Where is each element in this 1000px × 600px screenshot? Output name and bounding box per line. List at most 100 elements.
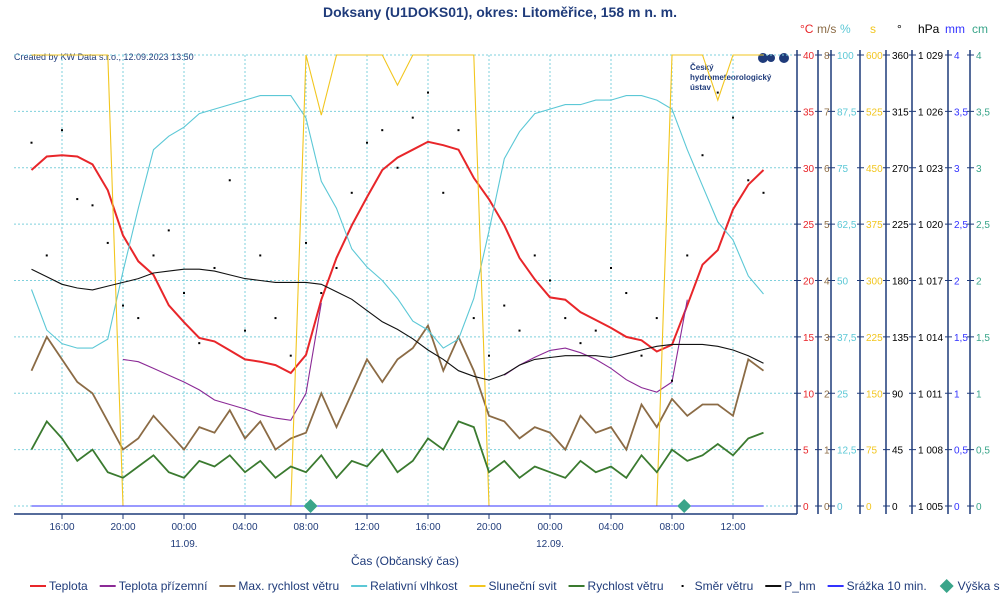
chart-title: Doksany (U1DOKS01), okres: Litoměřice, 1…: [323, 4, 677, 20]
wind-direction-point: [167, 229, 170, 232]
svg-text:ústav: ústav: [690, 83, 711, 92]
wind-direction-point: [137, 317, 140, 320]
y-tick-label: 1 005: [918, 502, 943, 513]
y-tick-label: 1 014: [918, 333, 943, 344]
y-tick-label: 270: [892, 164, 909, 175]
x-tick-label: 16:00: [415, 522, 440, 533]
x-date-label: 11.09.: [170, 539, 197, 550]
wind-direction-point: [732, 116, 734, 119]
wind-direction-point: [442, 191, 445, 194]
y-tick-label: 600: [866, 51, 883, 62]
y-tick-label: 525: [866, 107, 883, 118]
wind-direction-point: [305, 241, 307, 244]
y-tick-label: 87,5: [837, 107, 857, 118]
wind-direction-point: [335, 266, 338, 269]
y-axis-unit: mm: [945, 22, 965, 36]
wind-direction-point: [640, 354, 643, 357]
legend-label: Relativní vlhkost: [370, 579, 458, 593]
y-tick-label: 1,5: [976, 333, 990, 344]
wind-direction-point: [716, 91, 719, 94]
wind-direction-point: [472, 317, 475, 320]
y-tick-label: 135: [892, 333, 909, 344]
x-tick-label: 20:00: [110, 522, 135, 533]
wind-direction-point: [244, 329, 246, 332]
y-tick-label: 75: [837, 164, 849, 175]
y-tick-label: 25: [837, 389, 849, 400]
wind-direction-point: [427, 91, 429, 94]
wind-direction-point: [381, 129, 384, 132]
wind-direction-point: [198, 342, 201, 345]
wind-direction-point: [91, 204, 94, 207]
y-tick-label: 315: [892, 107, 909, 118]
y-axis-unit: hPa: [918, 22, 940, 36]
y-tick-label: 10: [803, 389, 815, 400]
y-tick-label: 90: [892, 389, 904, 400]
wind-direction-point: [259, 254, 262, 257]
series-rychlost-v-tru: [30, 419, 764, 480]
y-tick-label: 50: [837, 277, 849, 288]
y-tick-label: 20: [803, 277, 815, 288]
wind-direction-point: [320, 292, 323, 295]
y-tick-label: 0: [866, 502, 872, 513]
y-tick-label: 0,5: [976, 446, 990, 457]
legend: Teplota Teplota přízemní Max. rychlost vět…: [30, 579, 1000, 593]
wind-direction-point: [564, 317, 567, 320]
y-tick-label: 2: [976, 277, 982, 288]
y-tick-label: 5: [824, 220, 830, 231]
series-layer: [30, 54, 765, 513]
y-tick-label: 15: [803, 333, 815, 344]
legend-label: Teplota: [49, 579, 88, 593]
y-tick-label: 2,5: [976, 220, 990, 231]
created-by: Created by KW Data s.r.o., 12.09.2023 13…: [14, 52, 194, 62]
y-tick-label: 180: [892, 277, 909, 288]
series-slune-n-svit: [31, 54, 764, 507]
y-tick-label: 62,5: [837, 220, 857, 231]
wind-direction-point: [533, 254, 536, 257]
y-tick-label: 3: [824, 333, 830, 344]
legend-label: Max. rychlost větru: [238, 579, 339, 593]
y-tick-label: 0: [824, 502, 830, 513]
legend-label: Teplota přízemní: [119, 579, 208, 593]
legend-swatch: [939, 579, 954, 593]
wind-direction-point: [701, 154, 704, 157]
y-tick-label: 3,5: [976, 107, 990, 118]
y-tick-label: 0: [803, 502, 809, 513]
x-tick-label: 00:00: [537, 522, 562, 533]
y-tick-label: 1 029: [918, 51, 943, 62]
wind-direction-point: [518, 329, 521, 332]
y-tick-label: 300: [866, 277, 883, 288]
y-axis-unit: m/s: [817, 22, 836, 36]
y-tick-label: 0: [976, 502, 982, 513]
y-tick-label: 35: [803, 107, 815, 118]
y-tick-label: 1: [824, 446, 830, 457]
wind-direction-point: [655, 317, 658, 320]
y-axis-unit: s: [870, 22, 876, 36]
wind-direction-point: [411, 116, 414, 119]
wind-direction-point: [457, 129, 460, 132]
y-axis-unit: cm: [972, 22, 988, 36]
wind-direction-point: [594, 329, 597, 332]
legend-label: Srážka 10 min.: [847, 579, 927, 593]
wind-direction-point: [579, 342, 582, 345]
wind-direction-point: [350, 191, 353, 194]
wind-direction-point: [625, 292, 628, 295]
wind-direction-point: [289, 354, 292, 357]
y-tick-label: 5: [803, 446, 809, 457]
wind-direction-point: [366, 141, 368, 144]
y-tick-label: 4: [954, 51, 960, 62]
y-tick-label: 8: [824, 51, 830, 62]
snow-depth-marker: [303, 499, 318, 513]
legend-label: P_hm: [784, 579, 815, 593]
wind-direction-point: [152, 254, 155, 257]
x-date-label: 12.09.: [536, 539, 564, 550]
snow-depth-marker: [677, 499, 692, 513]
y-tick-label: 1 008: [918, 446, 943, 457]
y-tick-label: 100: [837, 51, 854, 62]
series-teplota: [30, 140, 765, 375]
wind-direction-point: [747, 179, 750, 182]
y-tick-label: 4: [824, 277, 830, 288]
y-tick-label: 375: [866, 220, 883, 231]
series-max-rychlost-v-tru: [30, 323, 765, 452]
